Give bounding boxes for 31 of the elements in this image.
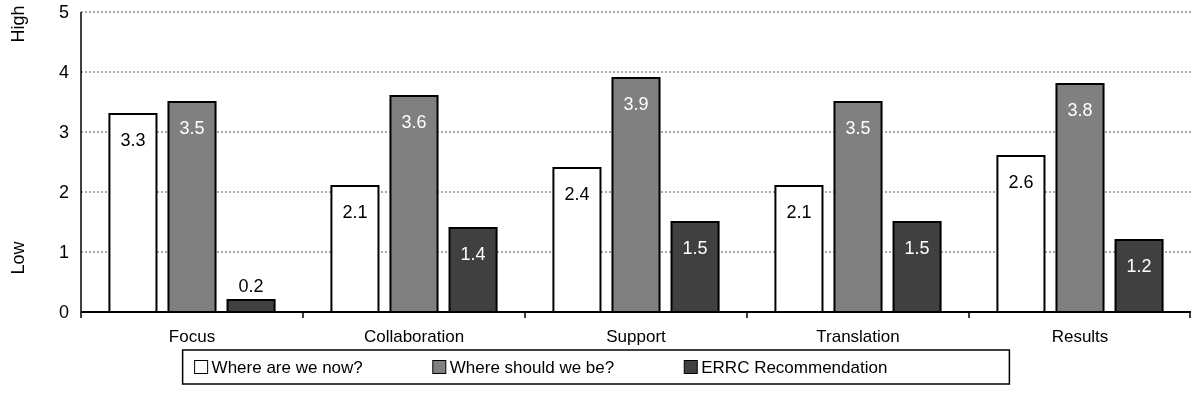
data-label: 2.1: [342, 202, 368, 222]
y-tick-label: 5: [58, 2, 69, 22]
data-label: 3.9: [623, 94, 649, 114]
data-label: 1.2: [1126, 256, 1152, 276]
legend-label: Where are we now?: [211, 357, 363, 377]
y-tick-label: 0: [58, 302, 69, 322]
data-label: 1.5: [904, 238, 930, 258]
text: High: [8, 5, 28, 43]
x-tick-label: Results: [1051, 326, 1109, 346]
data-label: 1.4: [460, 244, 486, 264]
y-tick-label: 2: [58, 182, 69, 202]
legend-label: ERRC Recommendation: [701, 357, 888, 377]
data-label: 2.6: [1008, 172, 1034, 192]
x-tick-label: Collaboration: [363, 326, 465, 346]
text: Low: [8, 240, 28, 275]
legend-label: Where should we be?: [449, 357, 615, 377]
data-label: 3.5: [845, 118, 871, 138]
data-label: 0.2: [238, 276, 264, 296]
data-label: 3.5: [179, 118, 205, 138]
y-tick-label: 3: [58, 122, 69, 142]
y-tick-label: 4: [58, 62, 69, 82]
y-tick-label: 1: [58, 242, 69, 262]
data-label: 3.8: [1067, 100, 1093, 120]
data-label: 3.6: [401, 112, 427, 132]
data-label: 3.3: [120, 130, 146, 150]
data-label: 1.5: [682, 238, 708, 258]
x-tick-label: Translation: [816, 326, 900, 346]
data-label: 2.1: [786, 202, 812, 222]
x-tick-label: Focus: [168, 326, 216, 346]
x-tick-label: Support: [606, 326, 667, 346]
data-label: 2.4: [564, 184, 590, 204]
